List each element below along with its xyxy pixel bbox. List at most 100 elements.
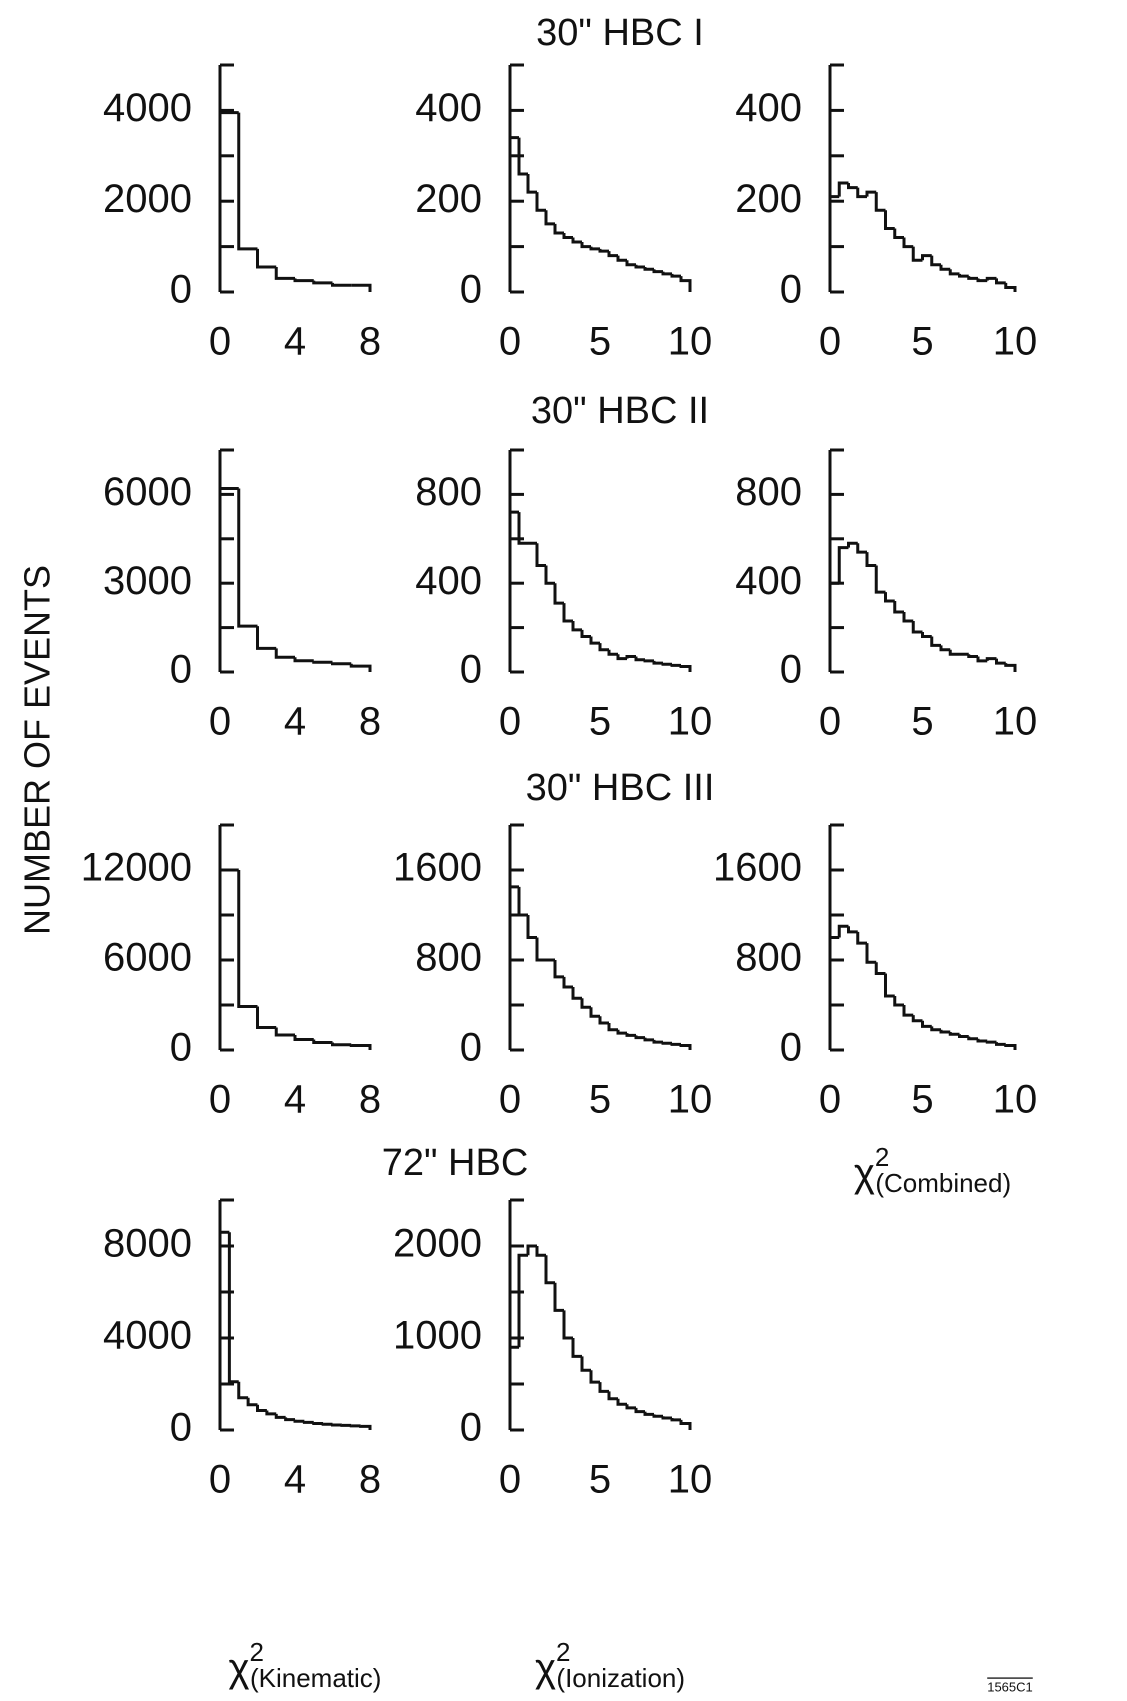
x-tick-label: 10 [668,1458,713,1502]
y-tick-label: 0 [780,1026,802,1070]
x-tick-label: 10 [668,700,713,744]
y-tick-label: 0 [170,648,192,692]
x-tick-label: 10 [993,320,1038,364]
histogram-step [535,937,546,962]
histogram-step [571,237,582,244]
histogram-step [616,255,627,262]
histogram-step [847,183,858,190]
histogram-step [995,278,1006,285]
x-tick-label: 4 [284,700,306,744]
histogram-step [274,648,295,659]
histogram-step [652,1414,663,1418]
histogram-step [218,1230,230,1430]
histogram-step [237,488,258,628]
histogram-step [679,1419,692,1430]
histogram-step [544,210,555,226]
y-tick-label: 400 [735,559,802,603]
y-tick-label: 3000 [103,559,192,603]
histogram-step [256,1006,277,1029]
histogram-step [661,1041,672,1045]
histogram-step [517,1253,528,1348]
histogram-step [995,658,1006,665]
y-tick-label: 8000 [103,1222,192,1266]
x-tick-label: 10 [993,1078,1038,1122]
histogram-step [652,1039,663,1044]
histogram-step [884,210,895,230]
histogram-step [856,931,867,945]
x-tick-label: 5 [589,700,611,744]
histogram-step [321,1422,333,1426]
histogram-step [679,1044,692,1050]
histogram-step [874,962,886,975]
row-title: 30" HBC II [531,390,709,432]
x-tick-label: 10 [668,320,713,364]
histogram-step [256,1404,267,1412]
histogram-step [679,664,692,672]
x-label-subscript: (Kinematic) [250,1663,381,1693]
x-tick-label: 8 [359,700,381,744]
histogram-step [562,232,573,240]
histogram-step [948,1032,960,1036]
histogram-step [939,264,951,271]
histogram-step [902,612,914,623]
y-axis-label: NUMBER OF EVENTS [17,565,58,935]
y-tick-label: 4000 [103,86,192,130]
x-tick-label: 4 [284,320,306,364]
x-label-power: 2 [250,1637,264,1667]
histogram-step [874,192,886,212]
x-label-subscript: (Combined) [875,1168,1011,1198]
histogram-step [312,660,333,664]
histogram-step [828,936,840,1050]
histogram-step [589,636,600,645]
histogram-step [293,657,314,663]
histogram-step [911,620,923,634]
histogram-step [652,660,663,665]
x-tick-label: 0 [499,1078,521,1122]
histogram-step [643,267,654,271]
row-title: 30" HBC III [526,767,715,809]
histogram-step [302,1420,314,1424]
histogram-step [508,510,519,672]
histogram-step [958,1034,969,1038]
histogram-step [921,632,932,638]
histogram-step [349,1044,372,1050]
histogram-step [526,173,537,194]
histogram-step [985,276,997,281]
y-tick-label: 2000 [393,1222,482,1266]
histogram-step [517,886,528,917]
histogram-step [985,1040,997,1044]
histogram-step [580,629,591,638]
histogram-step [598,248,609,253]
histogram-step [553,1282,564,1312]
y-tick-label: 4000 [103,1314,192,1358]
histogram-step [921,254,932,261]
y-tick-label: 0 [780,268,802,312]
histogram-step [847,541,858,548]
histogram-step [1004,282,1017,292]
x-label-symbol: χ [535,1646,556,1690]
histogram-step [967,654,978,658]
histogram-step [237,1381,249,1400]
y-tick-label: 400 [415,86,482,130]
x-tick-label: 0 [499,1458,521,1502]
histogram-step [670,1042,681,1046]
histogram-step [218,111,239,292]
y-tick-label: 0 [780,648,802,692]
histogram-step [218,486,239,672]
histogram-step [828,195,840,292]
histogram-step [1004,663,1017,672]
histogram-step [670,663,681,667]
x-label-power: 2 [875,1142,889,1172]
histogram-step [351,283,372,292]
histogram-step [562,976,573,989]
histogram-step [874,565,886,594]
histogram-step [598,1382,609,1393]
histogram-step [837,924,849,938]
histogram-step [607,1023,618,1032]
histogram-step [312,1039,333,1044]
histogram-step [634,656,645,662]
histogram-step [976,1038,988,1043]
histogram-step [661,1416,672,1420]
y-tick-label: 2000 [103,177,192,221]
x-tick-label: 5 [911,320,933,364]
